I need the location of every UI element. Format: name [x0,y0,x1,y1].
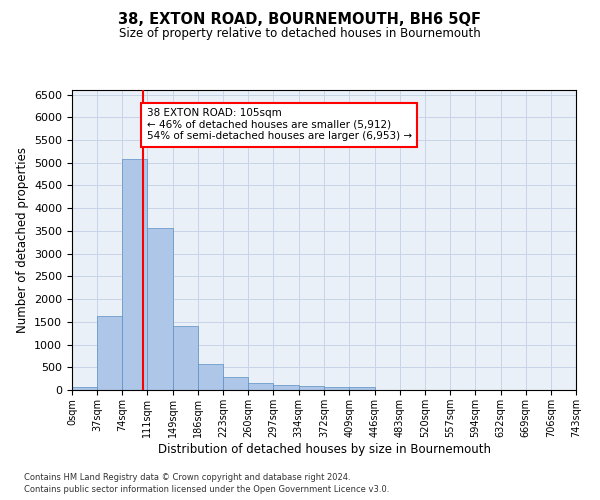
Bar [248,384,274,390]
Y-axis label: Number of detached properties: Number of detached properties [16,147,29,333]
Text: Contains HM Land Registry data © Crown copyright and database right 2024.: Contains HM Land Registry data © Crown c… [24,472,350,482]
Bar [223,377,248,390]
Text: Contains public sector information licensed under the Open Government Licence v3: Contains public sector information licen… [24,485,389,494]
Bar [147,228,173,390]
Bar [173,326,198,390]
Text: 38, EXTON ROAD, BOURNEMOUTH, BH6 5QF: 38, EXTON ROAD, BOURNEMOUTH, BH6 5QF [119,12,482,28]
Bar [97,316,122,390]
Bar [349,386,374,390]
Bar [198,364,223,390]
Text: Size of property relative to detached houses in Bournemouth: Size of property relative to detached ho… [119,28,481,40]
Text: 38 EXTON ROAD: 105sqm
← 46% of detached houses are smaller (5,912)
54% of semi-d: 38 EXTON ROAD: 105sqm ← 46% of detached … [146,108,412,142]
Bar [274,385,299,390]
Text: Distribution of detached houses by size in Bournemouth: Distribution of detached houses by size … [157,442,491,456]
Bar [325,388,349,390]
Bar [122,160,147,390]
Bar [72,386,97,390]
Bar [299,386,325,390]
